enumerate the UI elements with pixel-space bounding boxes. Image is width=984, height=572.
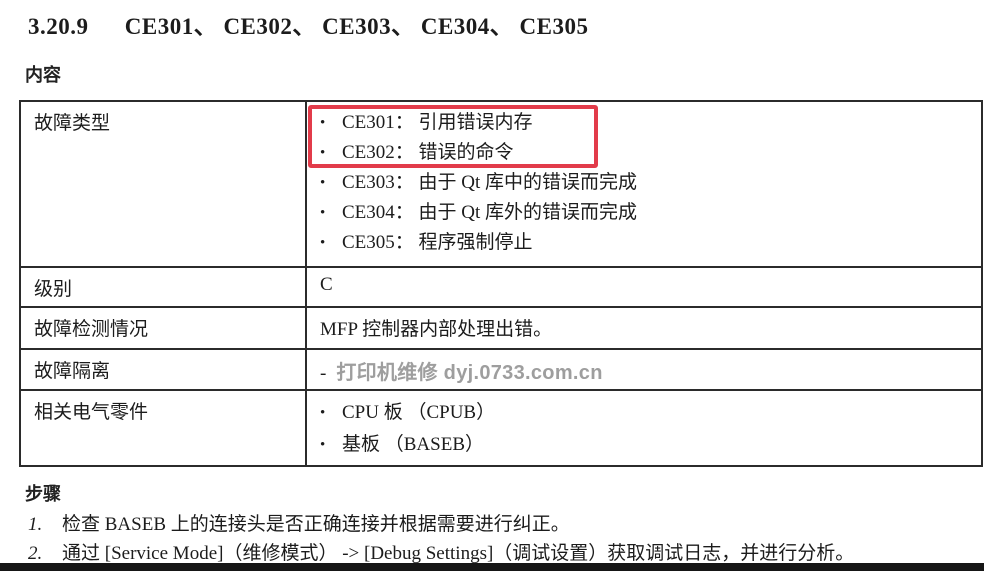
fault-type-text: CE303： 由于 Qt 库中的错误而完成 xyxy=(342,172,638,193)
fault-type-list: • CE301： 引用错误内存 • CE302： 错误的命令 • CE303： 由于 … xyxy=(320,108,971,258)
bullet-icon: • xyxy=(320,437,326,453)
section-title: 3.20.9 CE301、 CE302、 CE303、 CE304、 CE305 xyxy=(28,7,984,41)
fault-type-item: • CE304： 由于 Qt 库外的错误而完成 xyxy=(320,198,971,228)
steps-heading: 步骤 xyxy=(25,484,61,504)
row-label: 故障类型 xyxy=(19,100,307,268)
fault-type-text: CE301： 引用错误内存 xyxy=(342,112,533,133)
parts-item: • CPU 板 （CPUB） xyxy=(320,397,971,429)
step-text: 检查 BASEB 上的连接头是否正确连接并根据需要进行纠正。 xyxy=(62,514,570,535)
level-value: C xyxy=(305,266,983,308)
parts-list: • CPU 板 （CPUB） • 基板 （BASEB） xyxy=(320,397,971,461)
step-text: 通过 [Service Mode]（维修模式） -> [Debug Settin… xyxy=(62,543,855,564)
table-row-detection: 故障检测情况 MFP 控制器内部处理出错。 xyxy=(19,306,983,350)
fault-type-item: • CE305： 程序强制停止 xyxy=(320,228,971,258)
table-row-fault-type: 故障类型 • CE301： 引用错误内存 • CE302： 错误的命令 • CE303… xyxy=(19,100,983,268)
bullet-icon: • xyxy=(320,145,326,161)
step-row: 2. 通过 [Service Mode]（维修模式） -> [Debug Sett… xyxy=(28,539,984,568)
row-label: 级别 xyxy=(19,266,307,308)
isolation-dash: - xyxy=(320,363,327,384)
steps-list: 1. 检查 BASEB 上的连接头是否正确连接并根据需要进行纠正。 2. 通过 [S… xyxy=(28,510,984,568)
bottom-scan-bar xyxy=(0,563,984,571)
detection-value: MFP 控制器内部处理出错。 xyxy=(305,306,983,350)
step-number: 1. xyxy=(28,514,43,535)
section-codes: CE301、 CE302、 CE303、 CE304、 CE305 xyxy=(124,14,589,39)
watermark-text: 打印机维修 dyj.0733.com.cn xyxy=(336,362,603,384)
row-label: 故障隔离 xyxy=(19,348,307,391)
fault-type-text: CE304： 由于 Qt 库外的错误而完成 xyxy=(342,202,638,223)
isolation-cell: - 打印机维修 dyj.0733.com.cn xyxy=(305,348,983,391)
bullet-icon: • xyxy=(320,205,326,221)
fault-type-item: • CE302： 错误的命令 xyxy=(320,138,971,168)
content-heading: 内容 xyxy=(25,65,61,85)
fault-type-text: CE305： 程序强制停止 xyxy=(342,232,533,253)
row-label: 相关电气零件 xyxy=(19,389,307,467)
bullet-icon: • xyxy=(320,115,326,131)
parts-item: • 基板 （BASEB） xyxy=(320,429,971,461)
fault-info-table: 故障类型 • CE301： 引用错误内存 • CE302： 错误的命令 • CE303… xyxy=(19,100,983,467)
table-row-level: 级别 C xyxy=(19,266,983,308)
section-number: 3.20.9 xyxy=(28,14,89,39)
table-row-electrical-parts: 相关电气零件 • CPU 板 （CPUB） • 基板 （BASEB） xyxy=(19,389,983,467)
bullet-icon: • xyxy=(320,235,326,251)
row-label: 故障检测情况 xyxy=(19,306,307,350)
step-number: 2. xyxy=(28,543,43,564)
table-row-isolation: 故障隔离 - 打印机维修 dyj.0733.com.cn xyxy=(19,348,983,391)
fault-type-cell: • CE301： 引用错误内存 • CE302： 错误的命令 • CE303： 由于 … xyxy=(305,100,983,268)
bullet-icon: • xyxy=(320,175,326,191)
fault-type-item: • CE303： 由于 Qt 库中的错误而完成 xyxy=(320,168,971,198)
fault-type-text: CE302： 错误的命令 xyxy=(342,142,514,163)
parts-text: 基板 （BASEB） xyxy=(342,434,484,455)
bullet-icon: • xyxy=(320,405,326,421)
parts-text: CPU 板 （CPUB） xyxy=(342,402,496,423)
parts-cell: • CPU 板 （CPUB） • 基板 （BASEB） xyxy=(305,389,983,467)
step-row: 1. 检查 BASEB 上的连接头是否正确连接并根据需要进行纠正。 xyxy=(28,510,984,539)
fault-type-item: • CE301： 引用错误内存 xyxy=(320,108,971,138)
